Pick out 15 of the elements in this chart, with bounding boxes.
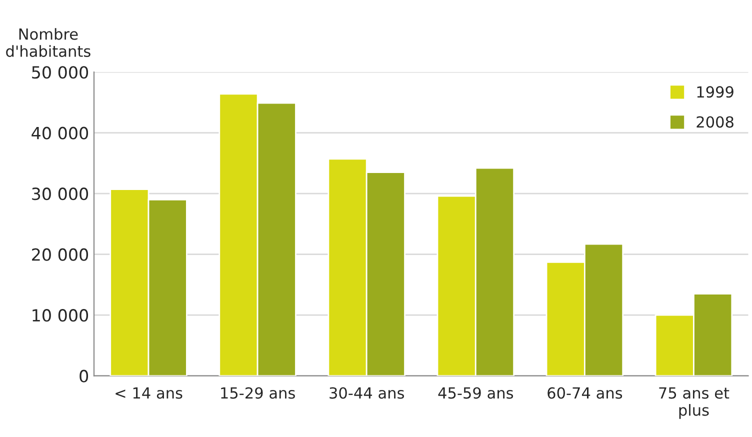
- y-tick-label: 10 000: [32, 309, 88, 322]
- x-tick-label: 30-44 ans: [330, 387, 404, 399]
- x-tick-label: 75 ans et plus: [659, 387, 730, 419]
- legend-label: 2008: [696, 116, 734, 128]
- y-tick-label: 50 000: [32, 66, 88, 79]
- x-tick-label: 45-59 ans: [438, 387, 514, 399]
- y-tick-label: 20 000: [32, 248, 88, 261]
- y-axis-title: Nombre d'habitants: [6, 28, 90, 57]
- x-tick-label: < 14 ans: [116, 387, 182, 399]
- x-tick-label: 60-74 ans: [548, 387, 622, 399]
- y-tick-label: 30 000: [32, 188, 88, 200]
- x-tick-label: 15-29 ans: [221, 387, 295, 399]
- legend-label: 1999: [697, 86, 734, 98]
- y-tick-label: 0: [80, 370, 88, 382]
- y-tick-label: 40 000: [32, 126, 88, 140]
